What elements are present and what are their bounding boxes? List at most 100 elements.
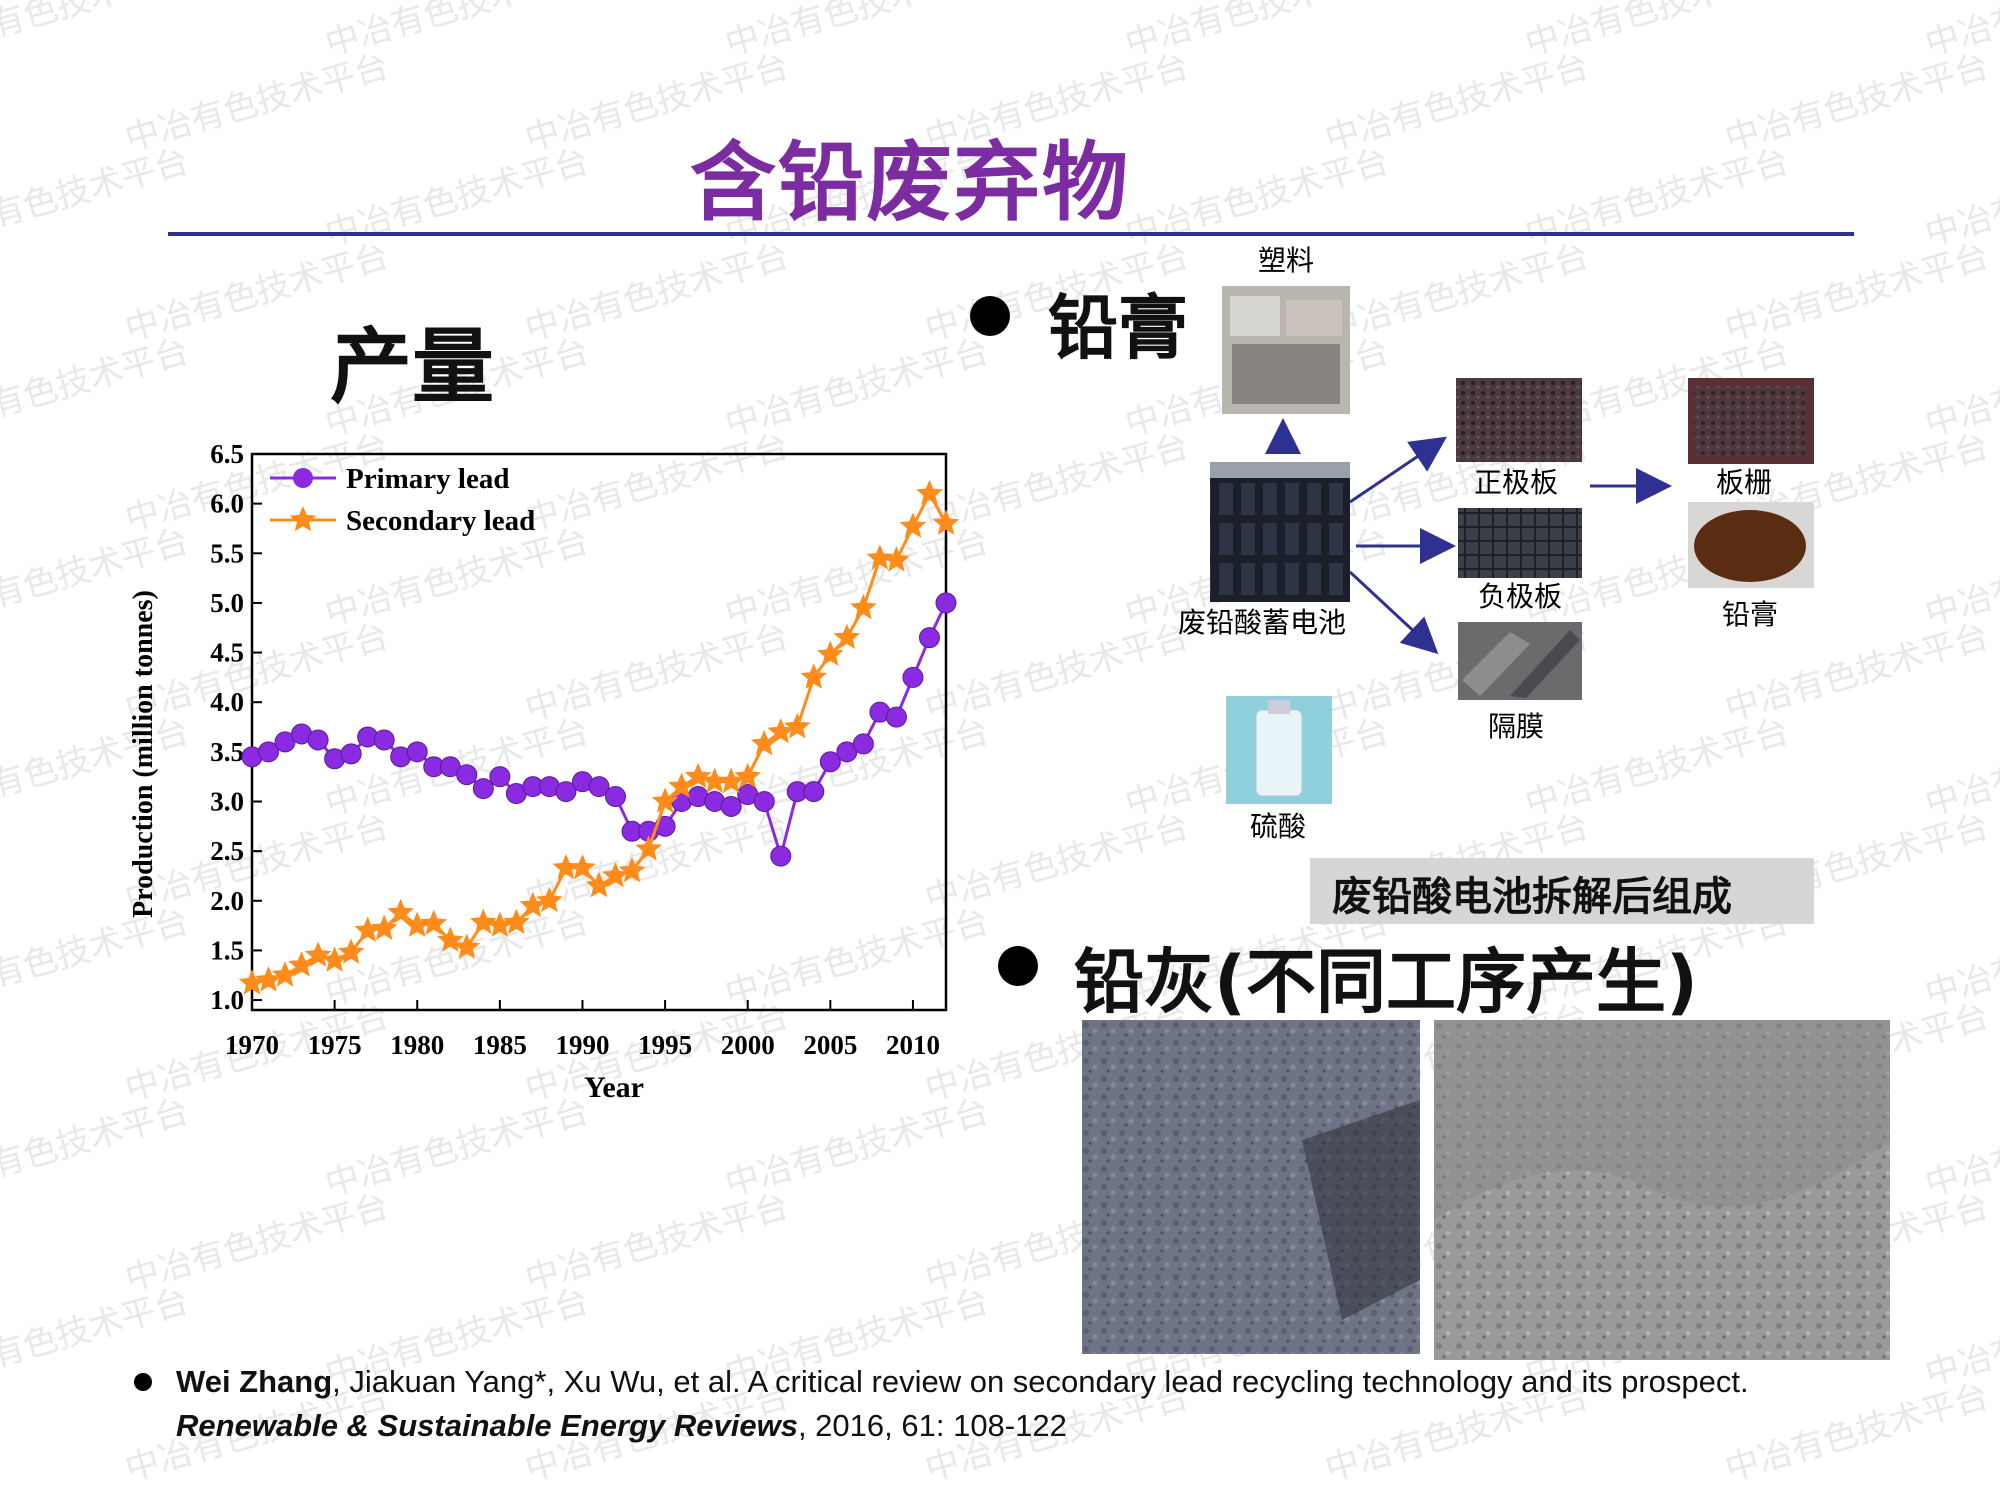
- data-point-primary: [918, 627, 940, 649]
- watermark-text: 中冶有色技术平台: [0, 0, 194, 65]
- data-point-secondary: [370, 914, 398, 940]
- label-sulfuric-acid: 硫酸: [1250, 810, 1306, 843]
- x-tick-label: 2010: [886, 1030, 940, 1060]
- plot-frame: [250, 452, 948, 1012]
- arrow-to-positive: [1349, 436, 1447, 504]
- watermark-text: 中冶有色技术平台: [320, 141, 594, 255]
- reference-line-2: Renewable & Sustainable Energy Reviews, …: [176, 1408, 1067, 1444]
- y-tick-label: 1.0: [210, 985, 244, 1015]
- data-point-secondary: [932, 509, 960, 535]
- y-tick-label: 2.5: [210, 836, 244, 866]
- data-point-primary: [555, 781, 577, 803]
- data-point-primary: [720, 795, 742, 817]
- watermark-text: 中冶有色技术平台: [1920, 1281, 2000, 1395]
- watermark-text: 中冶有色技术平台: [1920, 1091, 2000, 1205]
- page-title: 含铅废弃物: [690, 133, 1130, 233]
- data-point-secondary: [618, 857, 646, 883]
- lead-ash-heading: 铅灰(不同工序产生): [1074, 941, 1698, 1023]
- watermark-text: 中冶有色技术平台: [1520, 141, 1794, 255]
- chart-content: 1.0 1.5 2.0 2.5 3.0 3.5 4.0 4.5 5.0 5.5 6.0 6.5 1970…: [210, 439, 960, 1060]
- watermark-text: 中冶有色技术平台: [720, 331, 994, 445]
- x-tick-label: 2000: [721, 1030, 775, 1060]
- data-point-secondary: [304, 941, 332, 967]
- x-tick-label: 1990: [555, 1030, 609, 1060]
- legend-marker: [293, 468, 313, 488]
- data-point-secondary: [916, 479, 943, 505]
- data-point-secondary: [883, 546, 910, 572]
- data-point-primary: [605, 786, 627, 808]
- data-point-secondary: [470, 908, 497, 934]
- data-point-secondary: [255, 966, 282, 992]
- positive-plate-photo: [1456, 378, 1582, 462]
- data-point-primary: [852, 733, 874, 755]
- y-axis-label: Production (million tonnes): [128, 590, 159, 918]
- data-point-secondary: [899, 512, 927, 538]
- watermark-text: 中冶有色技术平台: [0, 141, 194, 255]
- data-point-secondary: [668, 772, 695, 798]
- data-point-secondary: [734, 762, 761, 788]
- label-paste: 铅膏: [1722, 598, 1778, 631]
- reference-details: , 2016, 61: 108-122: [797, 1408, 1067, 1443]
- data-point-secondary: [536, 886, 563, 913]
- watermark-text: 中冶有色技术平台: [520, 1186, 794, 1300]
- data-point-secondary: [866, 544, 894, 570]
- data-point-secondary: [767, 718, 795, 744]
- data-point-secondary: [271, 961, 299, 987]
- y-tick-label: 5.5: [210, 538, 244, 568]
- data-point-secondary: [651, 787, 679, 813]
- watermark-text: 中冶有色技术平台: [720, 0, 994, 65]
- x-axis-label: Year: [584, 1071, 644, 1104]
- watermark-text: 中冶有色技术平台: [1520, 0, 1794, 65]
- y-tick-label: 4.5: [210, 638, 244, 668]
- data-point-secondary: [387, 898, 414, 924]
- negative-plate-photo: [1458, 508, 1582, 578]
- lead-paste-heading: 铅膏: [1048, 287, 1188, 369]
- battery-dismantling-diagram: 塑料 废铅酸蓄电池 正极板 板栅 负极板 铅膏 隔膜 硫酸: [1178, 244, 1814, 843]
- data-point-secondary: [486, 911, 514, 937]
- data-point-secondary: [552, 854, 580, 880]
- data-point-primary: [406, 741, 428, 763]
- watermark-text: 中冶有色技术平台: [1920, 331, 2000, 445]
- x-tick-label: 1995: [638, 1030, 692, 1060]
- watermark-text: 中冶有色技术平台: [0, 1281, 194, 1395]
- data-point-secondary: [585, 871, 613, 898]
- y-tick-label: 4.0: [210, 687, 244, 717]
- watermark-text: 中冶有色技术平台: [1920, 521, 2000, 635]
- data-point-primary: [885, 706, 907, 728]
- data-point-primary: [935, 592, 957, 614]
- data-point-primary: [770, 845, 792, 867]
- data-point-primary: [753, 791, 775, 812]
- data-point-primary: [472, 778, 494, 800]
- data-point-primary: [803, 781, 825, 803]
- watermark-text: 中冶有色技术平台: [120, 1186, 394, 1300]
- watermark-text: 中冶有色技术平台: [1720, 1376, 1994, 1490]
- watermark-text: 中冶有色技术平台: [1120, 141, 1394, 255]
- label-grid: 板栅: [1716, 466, 1772, 499]
- x-tick-label: 1975: [308, 1030, 362, 1060]
- data-point-secondary: [569, 854, 596, 880]
- watermark-text: 中冶有色技术平台: [320, 0, 594, 65]
- label-plastic: 塑料: [1258, 244, 1314, 277]
- reference-authors: , Jiakuan Yang*, Xu Wu, et al. A critica…: [332, 1364, 1749, 1399]
- label-negative-plate: 负极板: [1478, 580, 1562, 613]
- data-point-primary: [588, 776, 610, 798]
- battery-photo: [1210, 462, 1350, 602]
- x-tick-label: 1980: [390, 1030, 444, 1060]
- data-point-secondary: [684, 762, 712, 788]
- x-tick-label: 1970: [225, 1030, 279, 1060]
- production-chart: 1.0 1.5 2.0 2.5 3.0 3.5 4.0 4.5 5.0 5.5 6.0 6.5 1970…: [128, 439, 960, 1104]
- data-point-secondary: [701, 767, 728, 793]
- watermark-text: 中冶有色技术平台: [1320, 46, 1594, 160]
- data-point-secondary: [817, 640, 844, 666]
- watermark-text: 中冶有色技术平台: [520, 236, 794, 350]
- y-tick-label: 6.5: [210, 439, 244, 469]
- data-point-primary: [258, 741, 280, 763]
- diagram-caption-background: [1310, 858, 1814, 924]
- reference-bullet: [134, 1373, 152, 1391]
- y-tick-label: 3.0: [210, 787, 244, 817]
- arrow-to-separator: [1348, 570, 1439, 655]
- watermark-text: 中冶有色技术平台: [1920, 141, 2000, 255]
- data-point-primary: [340, 743, 362, 765]
- x-tick-label: 2005: [803, 1030, 857, 1060]
- data-point-secondary: [717, 767, 745, 793]
